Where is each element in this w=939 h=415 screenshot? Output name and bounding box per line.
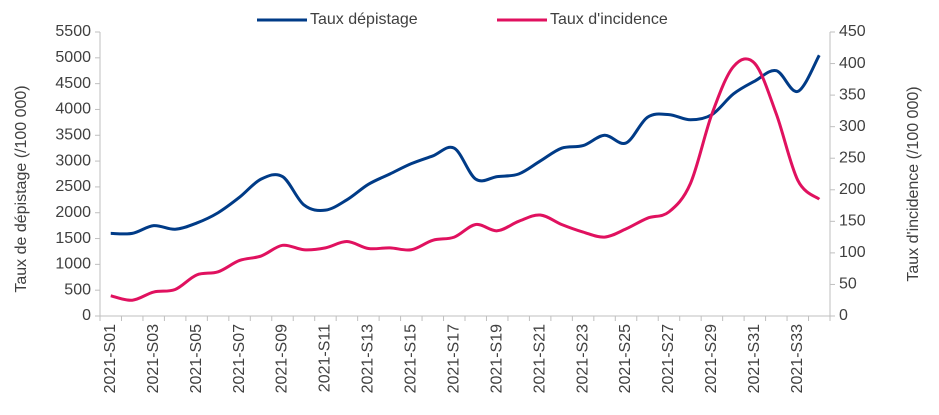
- x-tick-label: 2021-S11: [317, 324, 334, 392]
- y-axis-label: Taux de dépistage (/100 000): [13, 85, 30, 292]
- y2-tick-label: 200: [839, 181, 866, 198]
- y2-tick-label: 50: [839, 276, 857, 293]
- y-tick-label: 4000: [55, 101, 91, 118]
- x-tick-label: 2021-S31: [746, 324, 763, 393]
- x-tick-label: 2021-S29: [703, 324, 720, 393]
- y-tick-label: 3500: [55, 126, 91, 143]
- legend-label: Taux dépistage: [310, 11, 418, 28]
- y-tick-label: 2500: [55, 178, 91, 195]
- y-tick-label: 5500: [55, 23, 91, 40]
- x-tick-label: 2021-S13: [360, 324, 377, 393]
- x-tick-label: 2021-S17: [445, 324, 462, 393]
- y2-tick-label: 150: [839, 213, 866, 230]
- x-tick-label: 2021-S03: [145, 324, 162, 393]
- x-tick-label: 2021-S15: [403, 324, 420, 393]
- y-tick-label: 0: [82, 307, 91, 324]
- y-tick-label: 5000: [55, 49, 91, 66]
- y-tick-label: 1000: [55, 256, 91, 273]
- x-tick-label: 2021-S01: [102, 324, 119, 393]
- x-tick-label: 2021-S27: [660, 324, 677, 393]
- series-line: [110, 57, 821, 302]
- y2-tick-label: 350: [839, 86, 866, 103]
- y-tick-label: 1500: [55, 230, 91, 247]
- x-tick-label: 2021-S23: [574, 324, 591, 393]
- y-tick-label: 2000: [55, 204, 91, 221]
- y2-tick-label: 400: [839, 55, 866, 72]
- y-tick-label: 4500: [55, 75, 91, 92]
- x-tick-label: 2021-S05: [188, 324, 205, 393]
- y-tick-label: 3000: [55, 152, 91, 169]
- y2-tick-label: 450: [839, 23, 866, 40]
- y2-tick-label: 250: [839, 149, 866, 166]
- y2-tick-label: 0: [839, 307, 848, 324]
- y-tick-label: 500: [64, 281, 91, 298]
- x-tick-label: 2021-S19: [488, 324, 505, 393]
- x-tick-label: 2021-S33: [789, 324, 806, 393]
- x-tick-label: 2021-S25: [617, 324, 634, 393]
- series-line: [110, 54, 821, 236]
- x-tick-label: 2021-S21: [531, 324, 548, 393]
- y2-tick-label: 300: [839, 118, 866, 135]
- legend-label: Taux d'incidence: [550, 11, 668, 28]
- y2-tick-label: 100: [839, 244, 866, 261]
- x-tick-label: 2021-S09: [274, 324, 291, 393]
- y2-axis-label: Taux d'incidence (/100 000): [905, 86, 922, 281]
- x-tick-label: 2021-S07: [231, 324, 248, 393]
